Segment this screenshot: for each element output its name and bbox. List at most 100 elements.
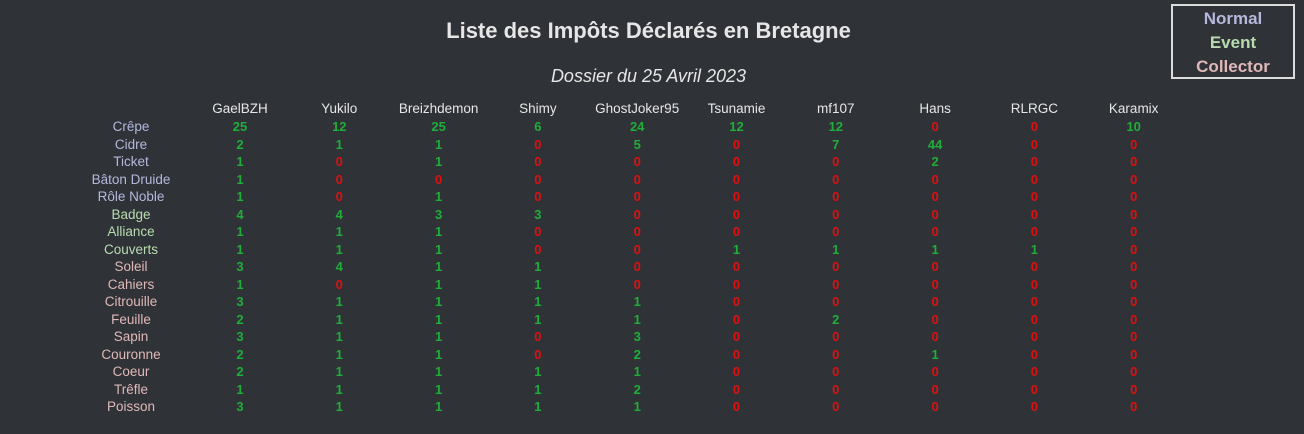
row-label: Sapin (113, 329, 149, 344)
table-cell: 1 (633, 399, 641, 414)
table-cell: 1 (534, 399, 542, 414)
table-cell: 0 (1030, 189, 1038, 204)
table-cell: 1 (434, 329, 443, 344)
row-label: Rôle Noble (97, 189, 165, 204)
table-cell: 0 (534, 171, 542, 187)
row-label: Alliance (107, 224, 155, 239)
table-cell: 0 (931, 259, 939, 274)
table-cell: 0 (1130, 311, 1138, 327)
row-label: Soleil (114, 259, 148, 274)
table-cell: 25 (232, 119, 248, 134)
legend-entry-collector: Collector (1196, 57, 1270, 76)
table-cell: 1 (335, 311, 343, 327)
table-cell: 0 (1030, 206, 1038, 222)
table-cell: 1 (236, 241, 244, 257)
table-cell: 0 (1130, 206, 1138, 222)
table-cell: 0 (534, 329, 542, 344)
table-cell: 3 (236, 329, 244, 344)
row-label: Trêfle (113, 381, 148, 397)
row-label: Feuille (111, 311, 151, 327)
table-cell: 4 (335, 206, 343, 222)
table-cell: 1 (534, 276, 542, 292)
table-cell: 0 (1030, 171, 1038, 187)
table-cell: 1 (434, 259, 443, 274)
row-label: Ticket (113, 154, 149, 169)
table-cell: 24 (629, 119, 645, 134)
table-cell: 0 (1130, 154, 1138, 169)
table-cell: 0 (633, 224, 641, 239)
table-cell: 0 (633, 241, 641, 257)
table-cell: 0 (1130, 136, 1138, 152)
table-cell: 0 (1130, 364, 1138, 379)
row-label: Cidre (114, 136, 148, 152)
table-cell: 1 (335, 241, 343, 257)
table-cell: 1 (335, 381, 343, 397)
table-cell: 0 (732, 154, 741, 169)
column-header: Yukilo (321, 101, 358, 116)
table-cell: 0 (633, 276, 641, 292)
table-cell: 0 (633, 206, 641, 222)
table-cell: 0 (931, 311, 939, 327)
table-cell: 0 (1030, 381, 1038, 397)
table-cell: 10 (1126, 119, 1141, 134)
table-cell: 3 (236, 294, 244, 309)
table-cell: 0 (1130, 224, 1138, 239)
row-label: Couronne (101, 346, 161, 362)
table-cell: 1 (534, 364, 542, 379)
table-cell: 1 (434, 311, 443, 327)
row-label: Bâton Druide (91, 171, 171, 187)
table-cell: 0 (931, 381, 939, 397)
table-cell: 0 (832, 259, 840, 274)
table-cell: 0 (732, 294, 741, 309)
table-cell: 0 (931, 329, 939, 344)
table-cell: 0 (1030, 329, 1038, 344)
table-cell: 1 (534, 381, 542, 397)
table-cell: 2 (633, 346, 641, 362)
table-cell: 1 (534, 294, 542, 309)
table-cell: 12 (828, 119, 844, 134)
table-cell: 0 (633, 259, 641, 274)
column-header: Hans (919, 101, 951, 116)
column-header: Karamix (1108, 101, 1159, 116)
table-cell: 0 (534, 224, 542, 239)
row-label: Poisson (106, 399, 156, 414)
table-cell: 1 (236, 381, 244, 397)
table-cell: 0 (832, 224, 840, 239)
column-header: Breizhdemon (398, 101, 479, 116)
table-cell: 0 (931, 206, 939, 222)
table-cell: 0 (931, 224, 939, 239)
table-cell: 0 (1130, 259, 1138, 274)
table-cell: 1 (335, 399, 343, 414)
column-header: RLRGC (1010, 101, 1059, 116)
table-cell: 0 (732, 346, 741, 362)
table-cell: 1 (534, 311, 542, 327)
row-label: Cahiers (107, 276, 155, 292)
table-cell: 0 (1030, 399, 1038, 414)
table-cell: 0 (732, 364, 741, 379)
table-cell: 1 (236, 276, 244, 292)
row-label: Badge (111, 206, 151, 222)
table-cell: 3 (236, 399, 244, 414)
table-cell: 2 (236, 346, 244, 362)
table-cell: 1 (434, 399, 443, 414)
table-cell: 0 (534, 346, 542, 362)
row-label: Crêpe (112, 119, 150, 134)
table-cell: 0 (832, 364, 840, 379)
table-cell: 7 (832, 136, 840, 152)
table-cell: 0 (832, 399, 840, 414)
table-cell: 0 (335, 189, 343, 204)
table-cell: 0 (931, 189, 939, 204)
table-cell: 0 (832, 381, 840, 397)
table-cell: 0 (1130, 276, 1138, 292)
table-cell: 1 (236, 189, 244, 204)
table-cell: 0 (1030, 311, 1038, 327)
column-header: Tsunamie (707, 101, 766, 116)
legend-entry-normal: Normal (1203, 9, 1263, 28)
table-cell: 1 (434, 381, 443, 397)
table-cell: 4 (236, 206, 244, 222)
table-cell: 0 (335, 276, 343, 292)
table-cell: 3 (434, 206, 443, 222)
row-label: Couverts (103, 241, 159, 257)
table-cell: 0 (1030, 136, 1038, 152)
